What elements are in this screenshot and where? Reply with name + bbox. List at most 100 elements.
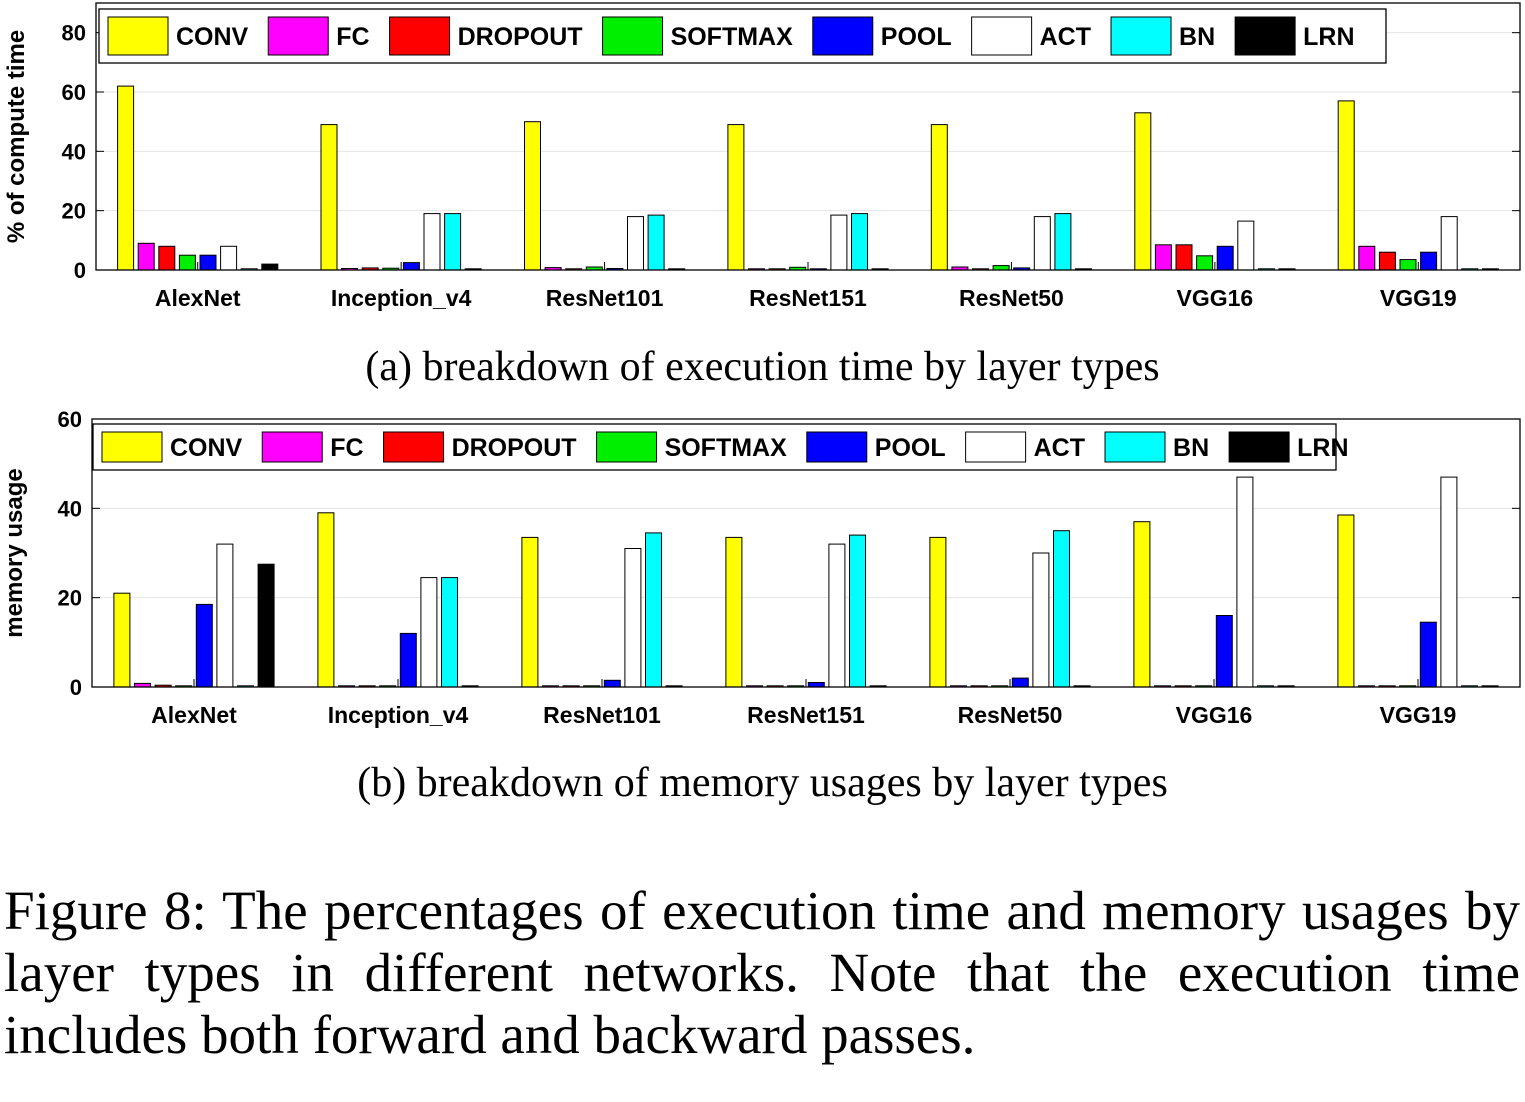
x-tick-label: ResNet151 [749, 285, 867, 311]
y-tick-label: 20 [58, 586, 82, 611]
y-tick-label: 20 [62, 199, 86, 224]
y-tick-label: 0 [70, 675, 82, 700]
y-tick-label: 80 [62, 21, 86, 46]
bar-dropout-vgg16 [1175, 244, 1193, 271]
x-tick-label: AlexNet [151, 702, 237, 728]
legend-swatch-pool [812, 16, 874, 56]
legend-swatch-bn [1104, 431, 1166, 463]
plot-frame [95, 2, 1521, 271]
bar-conv-vgg16 [1133, 521, 1151, 688]
legend-label-conv: CONV [176, 23, 249, 51]
bar-conv-vgg19 [1337, 514, 1355, 688]
legend-swatch-lrn [1234, 16, 1296, 56]
bar-softmax-resnet50 [992, 265, 1010, 271]
bar-act-inception_v4 [423, 213, 441, 271]
bar-pool-alexnet [199, 254, 217, 271]
figure-caption: Figure 8: The percentages of execution t… [4, 880, 1520, 1065]
legend-label-bn: BN [1173, 434, 1209, 462]
x-tick-label: VGG19 [1380, 702, 1457, 728]
legend-swatch-dropout [389, 16, 451, 56]
bar-act-resnet151 [828, 543, 846, 688]
bar-conv-resnet151 [725, 536, 743, 688]
bar-conv-resnet151 [727, 124, 745, 271]
bar-bn-inception_v4 [441, 577, 458, 688]
legend-label-conv: CONV [170, 434, 243, 462]
y-tick-label: 40 [58, 496, 82, 521]
legend-swatch-conv [101, 431, 163, 463]
legend-swatch-pool [806, 431, 868, 463]
bar-pool-inception_v4 [402, 262, 420, 271]
bar-conv-inception_v4 [320, 124, 338, 271]
y-tick-label: 60 [62, 80, 86, 105]
bar-pool-resnet151 [807, 682, 825, 688]
x-tick-label: ResNet50 [959, 285, 1064, 311]
x-tick-label: ResNet101 [543, 702, 661, 728]
bar-softmax-vgg16 [1196, 255, 1214, 271]
x-tick-label: VGG16 [1176, 702, 1253, 728]
y-axis-label: memory usage [1, 468, 28, 637]
bar-act-vgg16 [1236, 476, 1254, 688]
bar-conv-vgg19 [1337, 100, 1355, 271]
x-tick-label: ResNet50 [958, 702, 1063, 728]
bar-pool-resnet50 [1011, 677, 1029, 688]
y-tick-label: 40 [62, 139, 86, 164]
legend-swatch-conv [107, 16, 169, 56]
memory-usage-chart: 0 20 40 60 AlexNet Inception_v4 ResNet101 ResNe… [1, 410, 1521, 728]
bar-act-vgg19 [1440, 216, 1458, 271]
bar-conv-resnet50 [929, 536, 947, 688]
bar-pool-vgg19 [1419, 621, 1437, 688]
legend-label-pool: POOL [881, 23, 952, 51]
x-tick-label: Inception_v4 [331, 285, 472, 311]
x-tick-label: VGG19 [1380, 285, 1457, 311]
legend-swatch-act [971, 16, 1033, 56]
bar-pool-inception_v4 [399, 632, 417, 688]
bar-bn-resnet151 [849, 534, 866, 688]
legend-label-lrn: LRN [1297, 434, 1348, 462]
bar-act-vgg16 [1237, 220, 1255, 271]
bar-pool-vgg19 [1420, 251, 1438, 271]
bar-conv-vgg16 [1134, 112, 1152, 271]
bar-pool-vgg16 [1215, 615, 1233, 688]
legend-label-dropout: DROPOUT [458, 23, 583, 51]
bar-pool-alexnet [195, 603, 213, 688]
bar-bn-resnet101 [647, 214, 665, 271]
legend-swatch-fc [261, 431, 323, 463]
bar-bn-resnet151 [851, 213, 868, 271]
legend-swatch-lrn [1228, 431, 1290, 463]
bar-act-vgg19 [1440, 476, 1458, 688]
bar-softmax-vgg19 [1399, 259, 1417, 271]
x-tick-label: VGG16 [1176, 285, 1253, 311]
legend-swatch-bn [1110, 16, 1172, 56]
bar-act-alexnet [220, 245, 238, 271]
bar-conv-alexnet [117, 85, 135, 271]
bar-lrn-alexnet [261, 263, 279, 271]
bar-act-resnet101 [627, 216, 644, 271]
bar-conv-resnet101 [521, 536, 539, 688]
legend-swatch-dropout [383, 431, 445, 463]
bar-dropout-vgg19 [1378, 251, 1396, 271]
bar-act-alexnet [216, 543, 234, 688]
legend-label-dropout: DROPOUT [452, 434, 577, 462]
bar-dropout-alexnet [158, 245, 176, 271]
legend-label-softmax: SOFTMAX [665, 434, 788, 462]
bar-act-inception_v4 [420, 577, 438, 688]
bar-fc-vgg16 [1154, 244, 1172, 271]
bar-bn-resnet50 [1053, 530, 1070, 688]
bar-bn-resnet50 [1054, 213, 1072, 271]
legend-label-pool: POOL [875, 434, 946, 462]
bar-bn-inception_v4 [444, 213, 462, 271]
x-tick-label: Inception_v4 [328, 702, 469, 728]
bar-conv-resnet50 [930, 124, 948, 271]
legend-label-softmax: SOFTMAX [671, 23, 794, 51]
subcaption-a: (a) breakdown of execution time by layer… [365, 344, 1160, 390]
bar-act-resnet50 [1033, 216, 1051, 271]
bar-conv-alexnet [113, 592, 131, 688]
compute-time-chart: 0 20 40 60 80 AlexNet Inception_v4 ResNet101 Res… [3, 2, 1521, 311]
legend-label-lrn: LRN [1303, 23, 1354, 51]
subcaption-b: (b) breakdown of memory usages by layer … [357, 760, 1168, 806]
bar-conv-inception_v4 [317, 512, 335, 688]
y-tick-label: 60 [58, 410, 82, 432]
y-tick-label: 0 [74, 258, 86, 283]
x-tick-label: AlexNet [155, 285, 241, 311]
bar-act-resnet151 [830, 214, 848, 271]
